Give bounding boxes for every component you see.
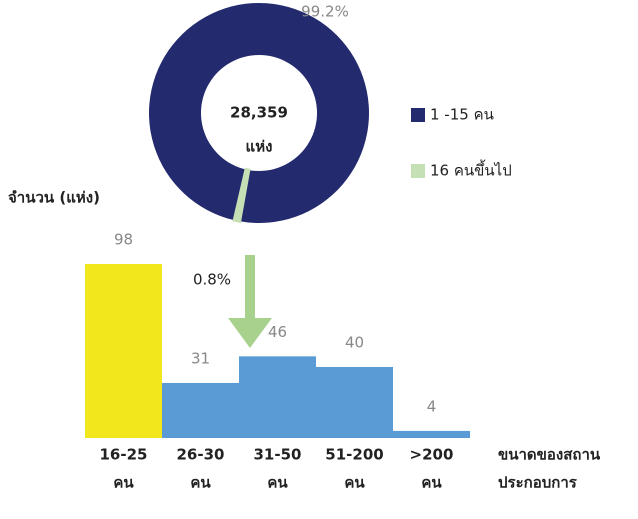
data-label: 98 [114, 231, 133, 249]
legend-swatch [411, 108, 425, 122]
center-label: แห่ง [246, 138, 273, 156]
arrow [228, 255, 272, 348]
legend-swatch [411, 164, 425, 178]
x-tick-label: คน [113, 474, 134, 492]
x-tick-label: คน [190, 474, 211, 492]
x-tick-label: 26-30 [177, 446, 225, 464]
legend-label: 16 คนขึ้นไป [430, 160, 512, 180]
data-label: 46 [268, 323, 287, 341]
x-tick-label: คน [344, 474, 365, 492]
data-label: 31 [191, 349, 210, 367]
y-axis-label: จำนวน (แห่ง) [8, 189, 100, 207]
data-label: 0.8% [193, 271, 231, 289]
x-tick-label: >200 [410, 446, 454, 464]
bar [393, 431, 470, 438]
bar [316, 367, 393, 438]
x-axis-label: ประกอบการ [498, 474, 578, 492]
x-tick-label: 51-200 [325, 446, 383, 464]
center-label: 28,359 [230, 104, 288, 122]
chart: จำนวน (แห่ง) ขนาดของสถาน ประกอบการ 99.2%… [0, 0, 638, 519]
x-tick-label: คน [267, 474, 288, 492]
x-tick-label: คน [421, 474, 442, 492]
bar [239, 356, 316, 438]
legend-label: 1 -15 คน [430, 106, 494, 124]
bar [162, 383, 239, 438]
data-label: 40 [345, 333, 364, 351]
data-label: 99.2% [301, 3, 349, 21]
bar [85, 264, 162, 438]
x-axis-label: ขนาดของสถาน [498, 446, 601, 464]
data-label: 4 [427, 397, 437, 415]
x-tick-label: 31-50 [254, 446, 302, 464]
x-tick-label: 16-25 [100, 446, 148, 464]
